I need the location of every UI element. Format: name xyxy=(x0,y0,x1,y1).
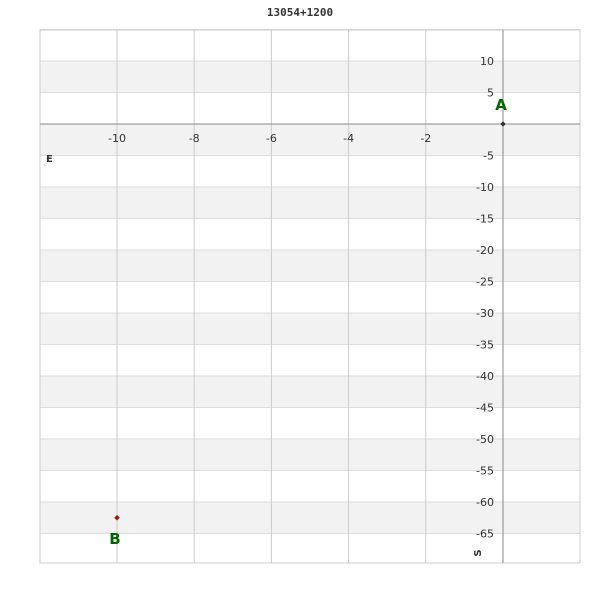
y-tick-label: -30 xyxy=(476,307,494,320)
y-tick-label: -5 xyxy=(483,150,494,163)
y-tick-label: -20 xyxy=(476,244,494,257)
x-tick-label: -6 xyxy=(266,132,277,145)
y-tick-label: -45 xyxy=(476,402,494,415)
point-B xyxy=(114,514,120,521)
grid-band xyxy=(40,439,580,471)
grid-band xyxy=(40,124,580,156)
chart-title: 13054+1200 xyxy=(266,6,334,19)
y-tick-label: -40 xyxy=(476,370,494,383)
y-tick-label: -10 xyxy=(476,181,494,194)
x-tick-label: -2 xyxy=(420,132,431,145)
x-tick-label: -4 xyxy=(343,132,354,145)
y-tick-label: -60 xyxy=(476,496,494,509)
x-axis-label: E xyxy=(46,154,53,165)
grid-band xyxy=(40,250,580,282)
grid-band xyxy=(40,502,580,534)
y-tick-label: -25 xyxy=(476,276,494,289)
x-tick-label: -8 xyxy=(189,132,200,145)
y-tick-label: -35 xyxy=(476,339,494,352)
y-tick-label: -15 xyxy=(476,213,494,226)
y-axis-label: S xyxy=(473,549,484,556)
plot-border xyxy=(39,29,581,564)
x-tick-label: -10 xyxy=(108,132,126,145)
y-tick-label: -50 xyxy=(476,433,494,446)
y-tick-label: 5 xyxy=(487,87,494,100)
grid-band xyxy=(40,61,580,93)
point-label-B: B xyxy=(109,530,120,548)
point-A xyxy=(500,121,506,127)
point-label-A: A xyxy=(495,96,507,114)
grid-band xyxy=(40,376,580,408)
grid-band xyxy=(40,187,580,219)
y-tick-label: -65 xyxy=(476,528,494,541)
y-tick-label: 10 xyxy=(480,55,494,68)
y-tick-label: -55 xyxy=(476,465,494,478)
grid-band xyxy=(40,313,580,345)
